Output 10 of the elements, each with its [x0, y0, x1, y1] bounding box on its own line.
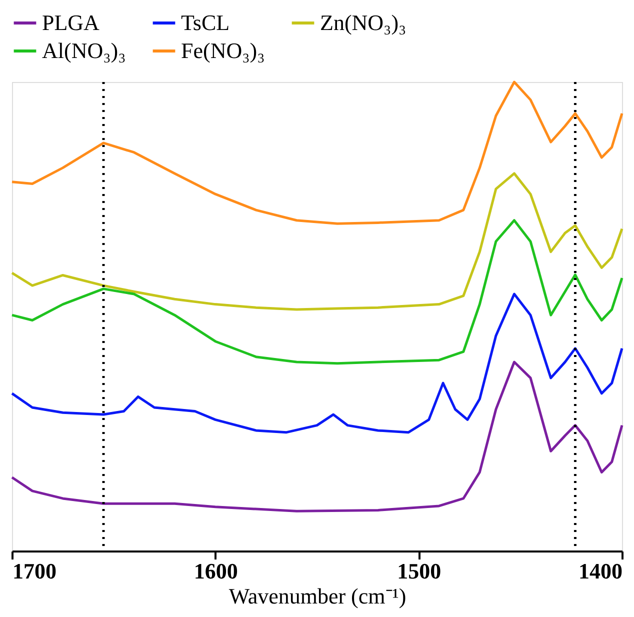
x-tick-label: 1400 — [578, 558, 622, 584]
legend-label: PLGA — [42, 10, 100, 35]
legend-label: Zn(NO₃)₃ — [320, 10, 406, 35]
x-tick-label: 1700 — [12, 558, 56, 584]
x-axis-title: Wavenumber (cm⁻¹) — [228, 584, 406, 608]
legend-label: Fe(NO₃)₃ — [181, 38, 265, 63]
x-tick-label: 1600 — [194, 558, 238, 584]
legend-label: Al(NO₃)₃ — [42, 38, 126, 63]
legend-label: TsCL — [181, 10, 230, 35]
x-tick-label: 1500 — [397, 558, 442, 584]
